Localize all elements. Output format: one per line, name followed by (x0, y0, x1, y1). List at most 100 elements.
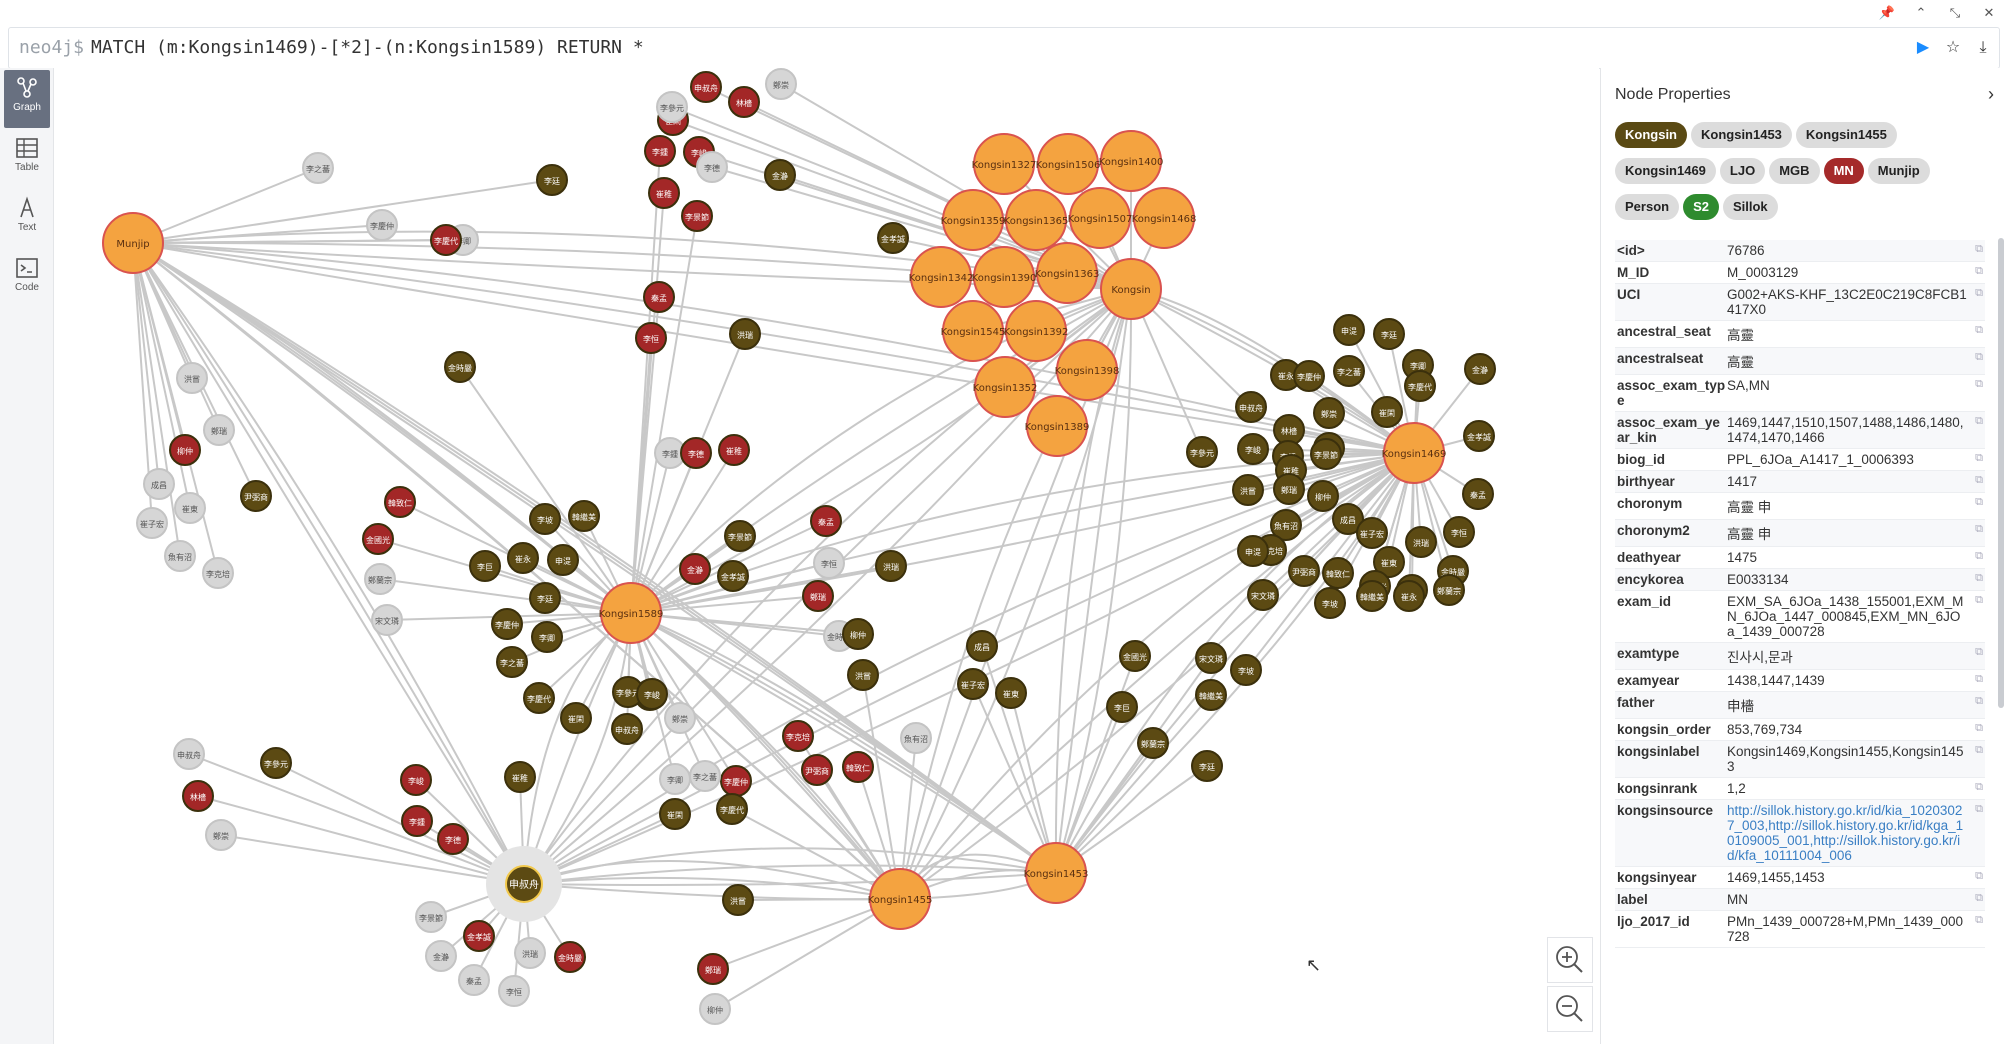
person-node[interactable]: 崔永 (507, 542, 539, 574)
relationship-edge[interactable] (523, 612, 632, 885)
relationship-edge[interactable] (523, 288, 1132, 885)
person-node[interactable]: 宋文璘 (371, 604, 403, 636)
person-node[interactable]: 洪瑞 (514, 937, 546, 969)
copy-icon[interactable]: ⧉ (1975, 243, 1983, 255)
relationship-edge[interactable] (523, 847, 1057, 885)
person-node[interactable]: 韓致仁 (842, 751, 874, 783)
person-node[interactable]: 金孝誠 (463, 920, 495, 952)
person-node[interactable]: 崔閑 (1371, 396, 1403, 428)
relationship-edge[interactable] (132, 242, 160, 485)
person-node[interactable]: 申叔舟 (1235, 391, 1267, 423)
person-node[interactable]: 李克培 (782, 720, 814, 752)
person-node[interactable]: 李慶仲 (366, 209, 398, 241)
sidebar-item-text[interactable]: Text (4, 190, 50, 248)
person-node[interactable]: 洪嘗 (176, 362, 208, 394)
person-node[interactable]: 洪瑞 (875, 550, 907, 582)
person-node[interactable]: 李廷 (529, 582, 561, 614)
label-chip-s2[interactable]: S2 (1683, 194, 1719, 220)
person-node[interactable]: 鄭蘭宗 (364, 563, 396, 595)
person-node[interactable]: 李慶代 (430, 224, 462, 256)
person-node[interactable]: 李恒 (498, 975, 530, 1007)
copy-icon[interactable]: ⧉ (1975, 415, 1983, 427)
person-node[interactable]: 崔東 (1373, 546, 1405, 578)
relationship-edge[interactable] (132, 167, 319, 244)
person-node[interactable]: 李慶代 (523, 682, 555, 714)
relationship-edge[interactable] (523, 883, 901, 901)
hub-node[interactable]: Munjip (102, 212, 164, 274)
person-node[interactable]: 魚有沼 (164, 540, 196, 572)
label-chip-munjip[interactable]: Munjip (1867, 158, 1930, 184)
relationship-edge[interactable] (630, 612, 1057, 874)
person-node[interactable]: 崔稚 (648, 177, 680, 209)
kongsin-node[interactable]: Kongsin1392 (1004, 300, 1069, 362)
copy-icon[interactable]: ⧉ (1975, 695, 1983, 707)
property-value[interactable]: http://sillok.history.go.kr/id/kia_10203… (1727, 803, 1964, 863)
relationship-edge[interactable] (220, 834, 525, 885)
hub-node[interactable]: Kongsin1469 (1382, 422, 1447, 484)
chevron-right-icon[interactable]: › (1988, 84, 1994, 104)
person-node[interactable]: 李慶仲 (1293, 360, 1325, 392)
person-node[interactable]: 林檣 (182, 780, 214, 812)
relationship-edge[interactable] (523, 452, 1415, 885)
kongsin-node[interactable]: Kongsin1507 (1068, 187, 1133, 249)
person-node[interactable]: 崔子宏 (957, 668, 989, 700)
relationship-edge[interactable] (188, 753, 525, 885)
label-chip-kongsin1455[interactable]: Kongsin1455 (1795, 122, 1897, 148)
person-node[interactable]: 李廷 (536, 164, 568, 196)
person-node[interactable]: 李參元 (260, 747, 292, 779)
relationship-edge[interactable] (132, 242, 219, 574)
sidebar-item-code[interactable]: Code (4, 250, 50, 308)
copy-icon[interactable]: ⧉ (1975, 722, 1983, 734)
favorite-icon[interactable]: ☆ (1945, 39, 1961, 56)
person-node[interactable]: 韓致仁 (384, 486, 416, 518)
relationship-edge[interactable] (630, 337, 652, 614)
kongsin-node[interactable]: Kongsin1363 (1035, 242, 1100, 304)
person-node[interactable]: 崔子宏 (1356, 517, 1388, 549)
person-node[interactable]: 金國光 (1119, 640, 1151, 672)
label-chip-sillok[interactable]: Sillok (1722, 194, 1778, 220)
person-node[interactable]: 尹弼商 (240, 480, 272, 512)
zoom-out-button[interactable] (1547, 986, 1593, 1032)
person-node[interactable]: 申湜 (1333, 314, 1365, 346)
person-node[interactable]: 李廷 (1191, 750, 1223, 782)
relationship-edge[interactable] (132, 242, 1415, 454)
person-node[interactable]: 李廷 (1373, 318, 1405, 350)
person-node[interactable]: 鄭瑞 (802, 580, 834, 612)
kongsin-node[interactable]: Kongsin1365 (1004, 189, 1069, 251)
person-node[interactable]: 李德 (696, 151, 728, 183)
scrollbar[interactable] (1998, 238, 2004, 708)
person-node[interactable]: 李坡 (529, 503, 561, 535)
person-node[interactable]: 李鍾 (401, 805, 433, 837)
person-node[interactable]: 金孝誠 (717, 560, 749, 592)
chevron-up-icon[interactable]: ⌃ (1915, 5, 1927, 20)
relationship-edge[interactable] (523, 872, 1057, 887)
person-node[interactable]: 魚有沼 (1270, 509, 1302, 541)
person-node[interactable]: 洪嘗 (847, 659, 879, 691)
person-node[interactable]: 秦孟 (810, 505, 842, 537)
copy-icon[interactable]: ⧉ (1975, 892, 1983, 904)
copy-icon[interactable]: ⧉ (1975, 324, 1983, 336)
person-node[interactable]: 李巨 (469, 550, 501, 582)
copy-icon[interactable]: ⧉ (1975, 744, 1983, 756)
label-chip-kongsin1469[interactable]: Kongsin1469 (1615, 158, 1716, 184)
person-node[interactable]: 崔閑 (659, 798, 691, 830)
person-node[interactable]: 金瀞 (425, 940, 457, 972)
label-chip-kongsin1453[interactable]: Kongsin1453 (1691, 122, 1792, 148)
person-node[interactable]: 李景節 (681, 200, 713, 232)
person-node[interactable]: 李恒 (813, 547, 845, 579)
person-node[interactable]: 林檣 (728, 86, 760, 118)
person-node[interactable]: 李坡 (1230, 654, 1262, 686)
person-node[interactable]: 秦孟 (1462, 478, 1494, 510)
person-node[interactable]: 金瀞 (764, 159, 796, 191)
relationship-edge[interactable] (1130, 288, 1415, 454)
relationship-edge[interactable] (132, 242, 1057, 874)
person-node[interactable]: 成昌 (966, 630, 998, 662)
relationship-edge[interactable] (132, 242, 525, 885)
kongsin-node[interactable]: Kongsin1468 (1132, 187, 1197, 249)
person-node[interactable]: 申叔舟 (611, 713, 643, 745)
hub-node[interactable]: Kongsin1589 (599, 582, 664, 644)
person-node[interactable]: 韓繼美 (1356, 580, 1388, 612)
person-node[interactable]: 李卿 (531, 621, 563, 653)
query-text[interactable]: MATCH (m:Kongsin1469)-[*2]-(n:Kongsin158… (91, 37, 644, 58)
person-node[interactable]: 李巨 (1106, 691, 1138, 723)
